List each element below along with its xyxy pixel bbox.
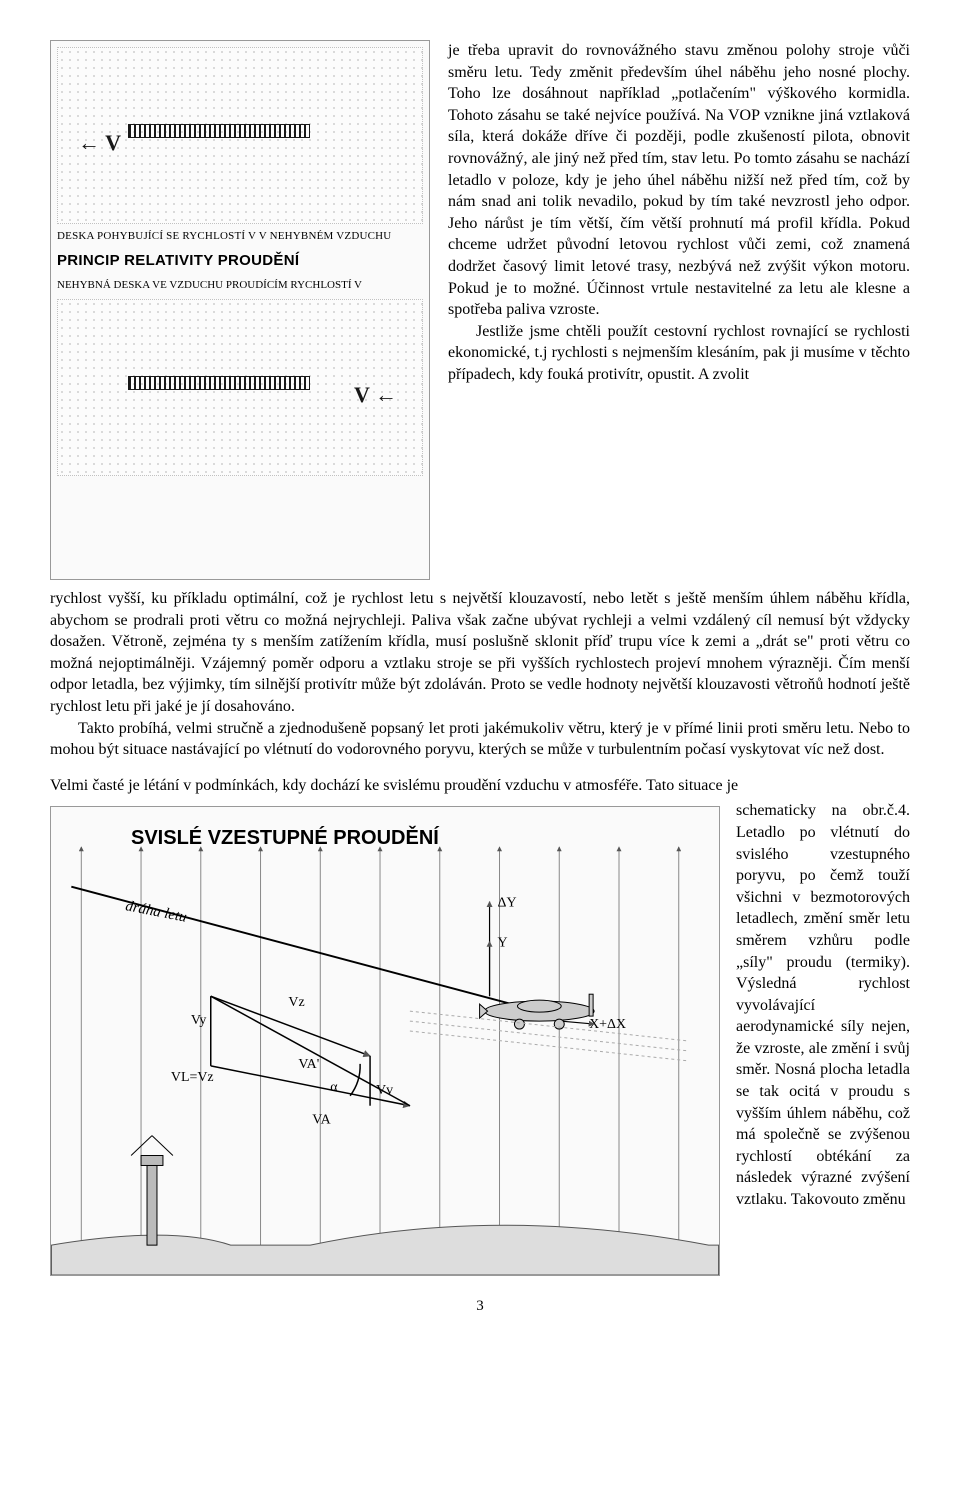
velocity-arrow-label-2: V ←: [354, 380, 397, 410]
label-xdx: X+ΔX: [589, 1017, 626, 1032]
label-vy: Vy: [191, 1013, 207, 1028]
figure1-caption-lower: NEHYBNÁ DESKA VE VZDUCHU PROUDÍCÍM RYCHL…: [57, 279, 423, 292]
label-alpha: α: [330, 1080, 337, 1095]
figure1-title: PRINCIP RELATIVITY PROUDĚNÍ: [57, 251, 423, 271]
paragraph-4: Velmi časté je létání v podmínkách, kdy …: [50, 775, 910, 797]
label-dy: ΔY: [498, 896, 517, 911]
page-number: 3: [50, 1296, 910, 1316]
figure1-upper-panel: ← V: [57, 47, 423, 224]
label-y: Y: [498, 936, 508, 951]
figure-relativity-flow: ← V DESKA POHYBUJÍCÍ SE RYCHLOSTÍ V V NE…: [50, 40, 430, 580]
label-va-prime: VA': [298, 1057, 319, 1072]
figure2-title: SVISLÉ VZESTUPNÉ PROUDĚNÍ: [131, 825, 439, 852]
label-vv: Vv: [376, 1083, 393, 1098]
paragraph-3: Takto probíhá, velmi stručně a zjednoduš…: [50, 718, 910, 761]
paragraph-2: rychlost vyšší, ku příkladu optimální, c…: [50, 588, 910, 718]
label-vlvz: VL=Vz: [171, 1070, 214, 1085]
plate-hatch: [128, 124, 310, 138]
figure2-svg: Vz Vy VL=Vz VA' α VA Vv ΔY Y X+ΔX T: [51, 807, 719, 1275]
label-vz: Vz: [288, 995, 304, 1010]
velocity-arrow-label: ← V: [78, 128, 121, 158]
figure-vertical-ascending-flow: SVISLÉ VZESTUPNÉ PROUDĚNÍ dráha letu: [50, 806, 720, 1276]
plate-hatch-2: [128, 376, 310, 390]
figure1-caption-upper: DESKA POHYBUJÍCÍ SE RYCHLOSTÍ V V NEHYBN…: [57, 230, 423, 243]
label-va: VA: [312, 1113, 330, 1128]
figure1-lower-panel: V ←: [57, 299, 423, 476]
